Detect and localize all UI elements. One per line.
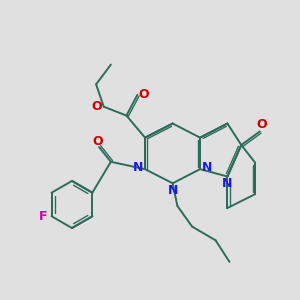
Text: O: O	[92, 135, 103, 148]
Text: N: N	[167, 184, 178, 197]
Text: N: N	[133, 161, 144, 174]
Text: N: N	[222, 177, 233, 190]
Text: N: N	[202, 161, 213, 174]
Text: F: F	[39, 210, 48, 223]
Text: O: O	[256, 118, 267, 131]
Text: O: O	[91, 100, 102, 112]
Text: O: O	[139, 88, 149, 101]
